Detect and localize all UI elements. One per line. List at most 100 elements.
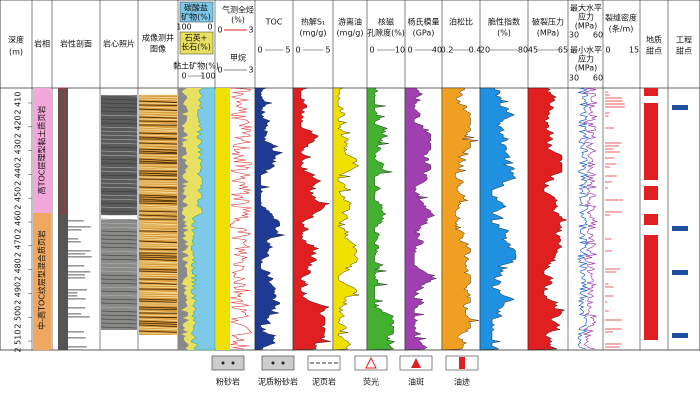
label: 0 (295, 46, 300, 55)
silt-band (68, 220, 84, 222)
silt-band (68, 256, 92, 258)
gas-curve (230, 88, 252, 349)
label: 0 (407, 46, 412, 55)
label: 长石(%) (181, 42, 211, 52)
silt-band (68, 250, 90, 252)
label: (mg/g) (337, 29, 364, 38)
label: TOC (265, 18, 283, 27)
legend-label: 泥页岩 (312, 377, 336, 387)
label: 矿物(%) (181, 12, 211, 22)
depth-tick-label: 2 510 (14, 330, 23, 353)
label: (GPa) (413, 29, 435, 38)
image-texture (139, 249, 177, 250)
image-texture (139, 179, 177, 180)
depth-tick-label: 2 430 (14, 139, 23, 162)
label: 图像 (150, 44, 166, 54)
label: 泊松比 (449, 17, 473, 27)
depth-tick-label: 2 450 (14, 187, 23, 210)
legend-label: 油迹 (454, 377, 470, 387)
label: (MPa) (537, 29, 560, 38)
depth-tick-label: 2 480 (14, 258, 23, 281)
depth-tick-label: 2 490 (14, 282, 23, 305)
legend-label: 泥质粉砂岩 (258, 377, 298, 387)
log-curve-fill (405, 88, 436, 350)
legend-label: 粉砂岩 (216, 377, 240, 387)
silt-band (68, 277, 85, 279)
geo-sweet-spot (644, 103, 658, 180)
silt-band (68, 253, 85, 255)
label: 10 (395, 46, 405, 55)
silt-band (68, 238, 78, 240)
label: 黏土矿物(%) (173, 61, 219, 71)
label: 破裂压力 (532, 17, 564, 27)
geo-sweet-spot (644, 88, 658, 96)
log-curve-fill (367, 88, 395, 350)
legend-swatch (262, 356, 294, 370)
label: 0.2 (441, 46, 454, 55)
silt-band (68, 331, 84, 333)
label: 45 (528, 46, 538, 55)
lithology-column (58, 88, 68, 350)
label: 游离油 (338, 17, 362, 27)
label: 65 (558, 46, 568, 55)
geo-sweet-spot (644, 186, 658, 200)
label: 应力 (578, 12, 594, 22)
legend-bar (459, 357, 465, 369)
silt-band (68, 226, 91, 228)
label: 甜点 (646, 46, 662, 56)
core-texture (101, 219, 137, 220)
label: 最小水平 (570, 45, 602, 55)
label: (m) (9, 48, 23, 57)
label: 5 (325, 46, 330, 55)
label: 80 (518, 46, 528, 55)
silt-band (68, 316, 90, 318)
label: 15 (629, 46, 639, 55)
image-texture (139, 155, 177, 156)
label: 0 (217, 66, 222, 75)
label: 岩心照片 (103, 39, 135, 49)
silt-band (68, 241, 81, 243)
label: 最大水平 (570, 3, 602, 13)
depth-tick-label: 2 420 (14, 115, 23, 138)
label: (%) (497, 29, 511, 38)
legend-label: 荧光 (363, 377, 379, 387)
geo-sweet-spot (644, 214, 658, 225)
gas-fill (216, 88, 230, 350)
label: 0 (369, 46, 374, 55)
label: 工程 (676, 36, 692, 45)
label: 60 (593, 31, 603, 40)
image-texture (139, 273, 177, 274)
label: 应力 (578, 54, 594, 64)
silt-band (68, 349, 84, 351)
label: (MPa) (575, 64, 598, 73)
log-curve-fill (528, 88, 567, 350)
label: 60 (593, 74, 603, 83)
label: 深度 (8, 35, 24, 45)
label: (%) (231, 16, 245, 25)
label: 高TOC层理型黏土质页岩 (37, 106, 47, 195)
label: 孔隙度(%) (367, 28, 405, 38)
label: 石英+ (185, 33, 208, 43)
depth-tick-label: 2 410 (14, 92, 23, 115)
legend-swatch (212, 356, 244, 370)
legend-dot (272, 362, 275, 365)
label: 3 (248, 26, 253, 35)
legend-label: 油斑 (408, 377, 424, 387)
label: 岩性剖面 (60, 39, 92, 49)
label: 30 (569, 74, 579, 83)
silt-band (68, 271, 90, 273)
label: 20 (480, 46, 490, 55)
image-texture (139, 317, 177, 318)
label: 碳酸盐 (184, 3, 208, 13)
legend-dot (232, 362, 235, 365)
label: 3 (248, 66, 253, 75)
label: 中-高TOC纹层型混合质页岩 (37, 230, 47, 330)
label: 0 (257, 46, 262, 55)
silt-band (68, 295, 77, 297)
eng-sweet-spot (672, 333, 688, 338)
log-curve-fill (255, 88, 285, 350)
label: 热解S₁ (301, 17, 325, 27)
label: 0 (605, 46, 610, 55)
label: 甜点 (676, 46, 692, 56)
